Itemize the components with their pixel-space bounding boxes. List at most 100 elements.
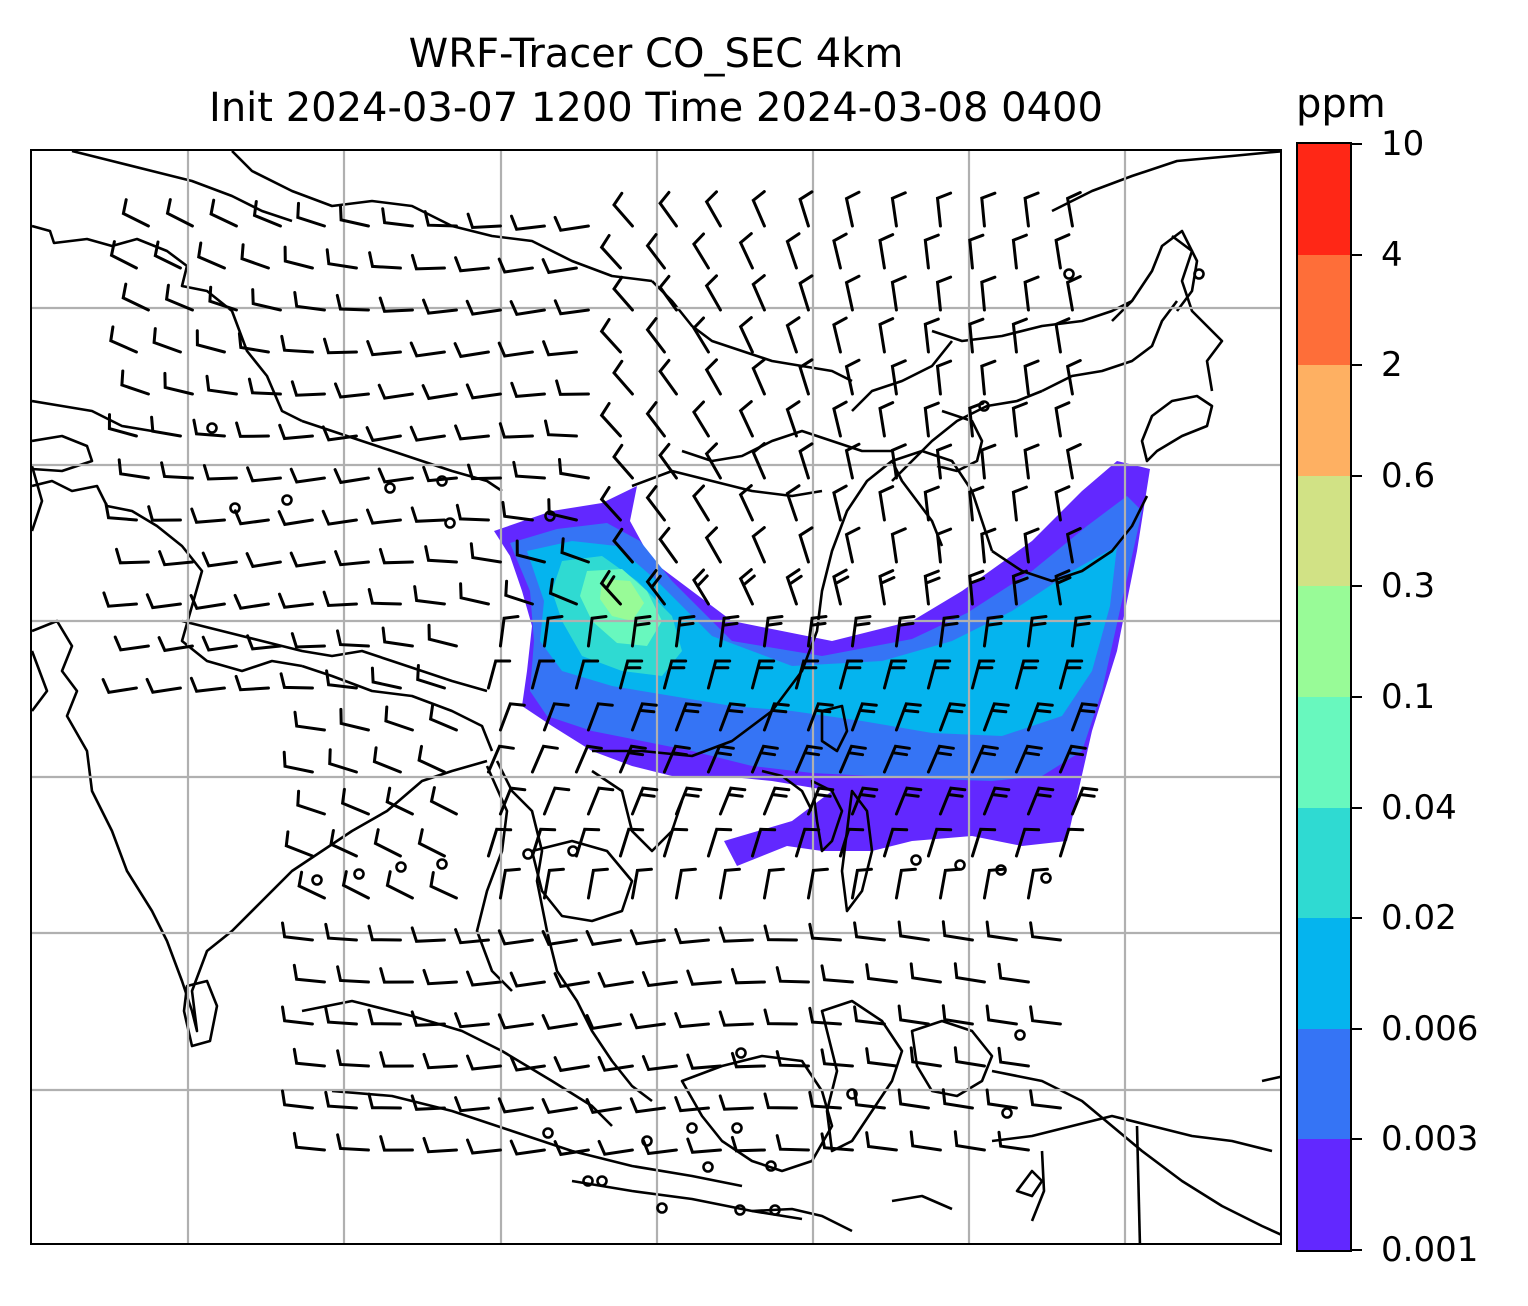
wind-barb <box>555 379 590 396</box>
wind-barb <box>192 418 226 438</box>
colorbar-tick-label: 0.003 <box>1381 1119 1479 1160</box>
wind-barb <box>1054 233 1071 270</box>
wind-barb <box>560 537 590 564</box>
wind-barb <box>599 570 622 606</box>
wind-barb <box>1058 659 1084 690</box>
wind-barb <box>553 972 590 989</box>
wind-barb <box>385 870 414 900</box>
colorbar-tick-label: 0.02 <box>1381 898 1457 939</box>
wind-barb <box>163 371 194 396</box>
wind-barb <box>938 615 960 648</box>
wind-barb <box>336 1133 370 1152</box>
wind-barb <box>469 542 502 564</box>
wind-barb <box>798 190 814 228</box>
wind-barb <box>838 744 867 774</box>
wind-barb <box>424 545 458 564</box>
wind-barb <box>498 702 526 732</box>
colorbar-tick-label: 0.6 <box>1381 455 1436 496</box>
wind-barb <box>629 1097 666 1114</box>
wind-barb <box>1065 443 1082 480</box>
wind-barb <box>413 585 446 606</box>
wind-barb <box>750 827 777 858</box>
wind-barb <box>366 340 402 357</box>
map-canvas <box>32 151 1280 1243</box>
wind-barb <box>509 300 546 316</box>
wind-barb <box>674 867 697 900</box>
wind-barb <box>585 1098 622 1114</box>
wind-barb <box>704 526 722 564</box>
calm-wind-marker <box>1001 1107 1013 1119</box>
wind-barb <box>377 383 414 400</box>
colorbar-segment <box>1298 696 1350 808</box>
wind-barb <box>909 962 942 984</box>
wind-barb <box>762 615 784 648</box>
wind-barb <box>630 702 658 732</box>
wind-barb <box>674 786 703 816</box>
wind-barb <box>785 232 801 270</box>
wind-barb <box>674 1096 710 1113</box>
wind-barb <box>641 1139 678 1156</box>
wind-barb <box>1026 786 1055 816</box>
wind-barb <box>530 827 557 858</box>
colorbar-tick-label: 4 <box>1381 234 1403 275</box>
wind-barb <box>982 786 1011 816</box>
wind-barb <box>292 1131 326 1152</box>
calm-wind-marker <box>206 422 218 434</box>
wind-barb <box>235 421 270 438</box>
wind-barb <box>882 659 908 690</box>
wind-barb <box>547 498 578 522</box>
wind-barb <box>336 1049 370 1068</box>
wind-barb <box>751 190 766 228</box>
wind-barb <box>692 232 710 270</box>
wind-barb <box>645 233 666 270</box>
wind-barb <box>645 401 666 438</box>
wind-barbs <box>101 190 1205 1216</box>
wind-barb <box>158 550 194 567</box>
wind-barb <box>1029 1005 1062 1026</box>
wind-barb <box>465 383 502 400</box>
wind-barb <box>109 240 138 270</box>
colorbar-tick-label: 0.006 <box>1381 1008 1479 1049</box>
wind-barb <box>385 786 414 816</box>
wind-barb <box>750 659 776 690</box>
wind-barb <box>658 526 678 564</box>
wind-barb <box>1054 485 1071 522</box>
wind-barb <box>379 1135 414 1152</box>
wind-barb <box>334 550 370 567</box>
colorbar-segment <box>1298 475 1350 587</box>
wind-barb <box>844 190 861 228</box>
wind-barb <box>1029 1089 1062 1110</box>
wind-barb <box>498 867 521 900</box>
wind-barb <box>820 1132 854 1152</box>
wind-barb <box>686 1137 722 1154</box>
wind-barb <box>982 867 1005 900</box>
wind-barb <box>429 786 458 816</box>
calm-wind-marker <box>769 1204 781 1216</box>
wind-barb <box>597 1139 634 1156</box>
wind-barb <box>618 827 645 858</box>
wind-barb <box>630 615 652 648</box>
wind-barb <box>1054 317 1071 354</box>
wind-barb <box>416 664 446 690</box>
wind-barb <box>1026 702 1054 732</box>
wind-barb <box>541 1014 578 1030</box>
wind-barb <box>980 443 997 480</box>
wind-barb <box>692 400 710 438</box>
wind-barb <box>422 968 458 986</box>
wind-barb <box>147 505 182 522</box>
wind-barb <box>832 400 848 438</box>
wind-barb <box>926 744 955 774</box>
wind-barb <box>423 210 458 228</box>
wind-barb <box>586 702 614 732</box>
wind-barb <box>296 201 326 228</box>
wind-barb <box>662 744 691 774</box>
wind-barb <box>935 191 953 228</box>
wind-barb <box>882 744 911 774</box>
wind-barb <box>832 232 848 270</box>
wind-barb <box>808 1090 842 1110</box>
wind-barb <box>497 929 534 946</box>
wind-barb <box>909 1130 942 1152</box>
wind-barb <box>240 243 270 270</box>
wind-barb <box>290 380 326 397</box>
wind-barb <box>417 828 446 858</box>
